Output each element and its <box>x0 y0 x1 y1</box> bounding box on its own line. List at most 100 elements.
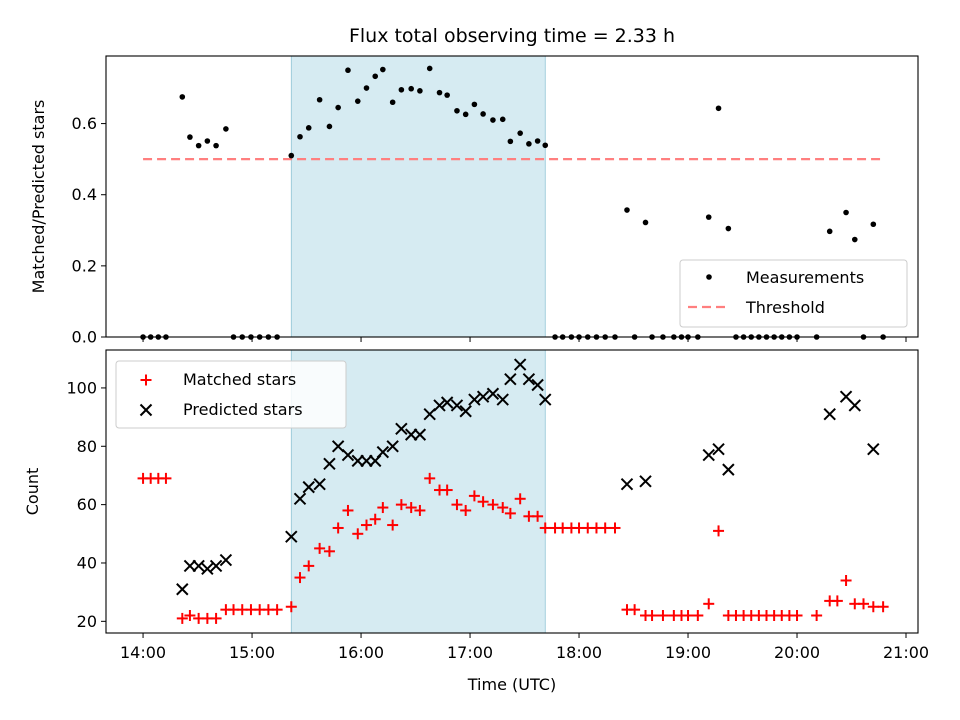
top-x-ticks <box>142 337 907 342</box>
measurement-point <box>444 92 450 98</box>
matched-star-point <box>713 525 725 537</box>
matched-star-point <box>352 528 364 540</box>
measurement-point <box>534 138 541 144</box>
predicted-star-point <box>433 399 446 412</box>
matched-star-point <box>414 504 426 516</box>
measurement-point <box>179 94 186 100</box>
predicted-star-point <box>176 583 189 596</box>
measurement-point <box>480 111 486 117</box>
measurement-point <box>417 88 423 94</box>
measurement-point <box>288 152 295 159</box>
legend-x-glyph <box>139 403 153 417</box>
bottom-legend-box <box>115 360 347 429</box>
predicted-star-point <box>302 480 315 494</box>
x-tick-label: 16:00 <box>338 643 384 662</box>
matched-star-point <box>369 513 381 525</box>
matched-star-point <box>811 609 823 621</box>
matched-star-point <box>176 612 188 624</box>
measurement-point <box>345 67 351 74</box>
predicted-star-point <box>496 393 509 406</box>
matched-star-point <box>210 612 222 624</box>
predicted-star-point <box>440 396 454 409</box>
x-tick-label: 19:00 <box>665 643 711 662</box>
bottom-legend: Matched stars Predicted stars <box>115 360 347 429</box>
matched-star-point <box>360 519 372 531</box>
matched-star-point <box>487 499 499 511</box>
measurement-point <box>454 107 460 114</box>
measurement-point <box>297 133 303 140</box>
predicted-star-point <box>219 553 233 567</box>
x-tick-label: 17:00 <box>447 643 493 662</box>
matched-star-point <box>646 609 658 621</box>
measurement-point <box>843 209 849 216</box>
measurement-point <box>335 104 341 111</box>
y-tick-label: 100 <box>66 378 97 397</box>
matched-star-point <box>271 604 283 616</box>
x-tick-label: 21:00 <box>883 643 929 662</box>
predicted-star-point <box>341 448 355 462</box>
measurement-point <box>204 138 211 144</box>
matched-star-point <box>294 572 306 584</box>
measurement-point <box>826 228 833 235</box>
predicted-star-point <box>209 559 223 573</box>
y-tick-label: 0.2 <box>72 256 97 275</box>
measurement-point <box>426 65 433 72</box>
bottom-panel: 20 40 60 80 100 14:00 15:00 16:00 17:00 18:00 19:… <box>23 349 929 694</box>
legend-predicted-label: Predicted stars <box>183 400 303 419</box>
matched-star-point <box>629 604 641 616</box>
measurement-point <box>642 219 649 226</box>
measurement-point <box>380 66 386 73</box>
predicted-star-point <box>522 372 536 386</box>
predicted-star-point <box>513 358 527 371</box>
predicted-star-point <box>413 428 427 441</box>
predicted-star-point <box>376 445 390 459</box>
legend-measurements-label: Measurements <box>746 268 864 287</box>
y-tick-label: 60 <box>77 495 97 514</box>
measurement-point <box>490 117 496 123</box>
predicted-star-point <box>531 378 544 392</box>
matched-star-point <box>184 609 196 621</box>
x-axis-label: Time (UTC) <box>467 675 556 694</box>
x-tick-label: 20:00 <box>774 643 820 662</box>
measurement-point <box>354 98 361 104</box>
predicted-star-point <box>313 477 326 491</box>
bottom-x-ticks: 14:00 15:00 16:00 17:00 18:00 19:00 20:00 21:00 <box>120 633 929 662</box>
measurement-point <box>363 85 370 91</box>
measurement-point <box>851 236 858 243</box>
matched-star-point <box>692 609 704 621</box>
matched-star-point <box>441 484 453 496</box>
legend-matched-marker <box>140 374 152 386</box>
matched-star-point <box>609 522 621 534</box>
measurement-point <box>389 99 396 106</box>
matched-star-point <box>395 499 407 511</box>
predicted-star-point <box>867 442 880 456</box>
measurement-point <box>187 134 193 140</box>
predicted-star-point <box>459 405 472 418</box>
predicted-star-point <box>620 477 634 491</box>
predicted-star-point <box>192 559 205 573</box>
top-panel: 0.0 0.2 0.4 0.6 Flux total observing time =… <box>29 25 919 347</box>
bottom-axes-frame <box>105 349 919 634</box>
legend-measurements-marker <box>706 274 712 280</box>
observing-span <box>290 55 546 338</box>
y-tick-label: 0.0 <box>72 328 97 347</box>
measurement-point <box>499 116 506 123</box>
measurement-point <box>398 86 405 93</box>
matched-star-point <box>791 609 803 621</box>
measurement-point <box>408 85 414 92</box>
measurement-point <box>725 225 732 232</box>
measurement-point <box>507 138 514 145</box>
matched-star-point <box>387 519 399 531</box>
x-tick-label: 18:00 <box>556 643 602 662</box>
measurement-point <box>436 89 443 96</box>
matched-star-point <box>682 609 694 621</box>
matched-star-point <box>599 522 611 534</box>
measurement-point <box>526 141 532 147</box>
measurement-point <box>213 142 219 149</box>
measurement-point <box>462 111 469 118</box>
measurement-point <box>870 221 877 228</box>
predicted-star-point <box>823 407 836 421</box>
matched-star-point <box>657 609 669 621</box>
measurement-point <box>223 126 229 132</box>
predicted-star-point <box>293 492 307 506</box>
